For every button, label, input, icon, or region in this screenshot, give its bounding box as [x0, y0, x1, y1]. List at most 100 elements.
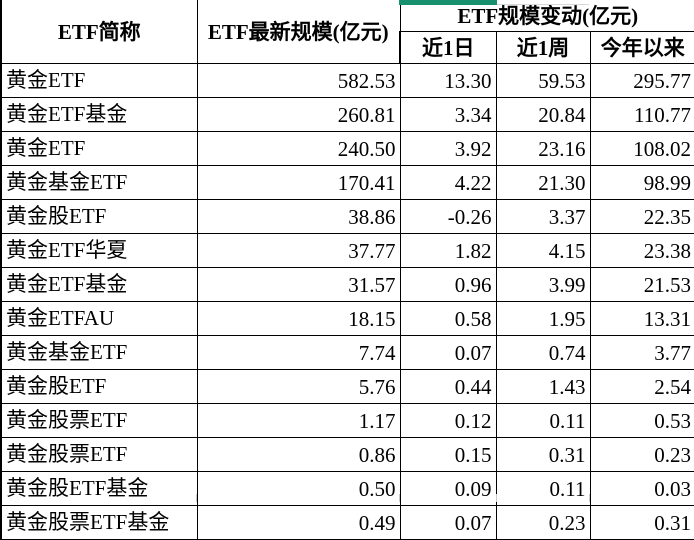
change-ytd-cell[interactable]: 0.23: [589, 436, 694, 472]
header-row-sub: 近1日 近1周 今年以来: [1, 30, 694, 64]
latest-scale-cell[interactable]: 170.41: [196, 164, 401, 200]
header-change-ytd[interactable]: 今年以来: [589, 30, 694, 64]
etf-name-cell[interactable]: 黄金股ETF: [0, 368, 198, 404]
change-1w-cell[interactable]: 4.15: [495, 232, 591, 268]
change-1d-cell[interactable]: 0.12: [399, 402, 497, 438]
etf-name-cell[interactable]: 黄金股票ETF: [0, 436, 198, 472]
change-1w-cell[interactable]: 21.30: [495, 164, 591, 200]
table-row: 黄金ETF华夏 37.77 1.82 4.15 23.38: [0, 232, 694, 268]
change-ytd-cell[interactable]: 3.77: [589, 334, 694, 370]
gridline-stub: [196, 494, 197, 502]
change-1d-cell[interactable]: 0.07: [399, 334, 497, 370]
change-1w-cell[interactable]: 0.23: [495, 504, 591, 540]
latest-scale-cell[interactable]: 37.77: [196, 232, 401, 268]
latest-scale-cell[interactable]: 240.50: [196, 130, 401, 166]
latest-scale-cell[interactable]: 0.49: [196, 504, 401, 540]
latest-scale-cell[interactable]: 18.15: [196, 300, 401, 336]
table-row: 黄金股ETF 5.76 0.44 1.43 2.54: [0, 368, 694, 404]
change-1w-cell[interactable]: 1.95: [495, 300, 591, 336]
change-ytd-cell[interactable]: 108.02: [589, 130, 694, 166]
table-header: ETF简称 ETF最新规模(亿元) ETF规模变动(亿元) 近1日 近1周 今年…: [0, 0, 694, 64]
change-1d-cell[interactable]: 3.34: [399, 96, 497, 132]
change-1d-cell[interactable]: 3.92: [399, 130, 497, 166]
change-1w-cell[interactable]: 23.16: [495, 130, 591, 166]
latest-scale-cell[interactable]: 31.57: [196, 266, 401, 302]
change-1w-cell[interactable]: 59.53: [495, 62, 591, 98]
latest-scale-cell[interactable]: 1.17: [196, 402, 401, 438]
change-ytd-cell[interactable]: 21.53: [589, 266, 694, 302]
table-row: 黄金股票ETF 0.86 0.15 0.31 0.23: [0, 436, 694, 472]
latest-scale-cell[interactable]: 7.74: [196, 334, 401, 370]
change-ytd-cell[interactable]: 13.31: [589, 300, 694, 336]
change-1d-cell[interactable]: 0.96: [399, 266, 497, 302]
change-1w-cell[interactable]: 0.74: [495, 334, 591, 370]
table-row: 黄金股ETF基金 0.50 0.09 0.11 0.03: [0, 470, 694, 506]
etf-name-cell[interactable]: 黄金股票ETF基金: [0, 504, 198, 540]
change-ytd-cell[interactable]: 0.03: [589, 470, 694, 506]
change-ytd-cell[interactable]: 2.54: [589, 368, 694, 404]
etf-name-cell[interactable]: 黄金基金ETF: [0, 164, 198, 200]
latest-scale-cell[interactable]: 0.50: [196, 470, 401, 506]
etf-name-cell[interactable]: 黄金股ETF基金: [0, 470, 198, 506]
change-1d-cell[interactable]: 1.82: [399, 232, 497, 268]
table-row: 黄金股ETF 38.86 -0.26 3.37 22.35: [0, 198, 694, 234]
etf-name-cell[interactable]: 黄金ETF: [0, 130, 198, 166]
etf-name-cell[interactable]: 黄金ETF基金: [0, 266, 198, 302]
change-1w-cell[interactable]: 1.43: [495, 368, 591, 404]
change-1d-cell[interactable]: 0.07: [399, 504, 497, 540]
gridline-stub: [399, 494, 400, 502]
etf-name-cell[interactable]: 黄金ETF华夏: [0, 232, 198, 268]
etf-name-cell[interactable]: 黄金ETF: [0, 62, 198, 98]
change-1d-cell[interactable]: 0.15: [399, 436, 497, 472]
header-latest-scale[interactable]: ETF最新规模(亿元): [196, 0, 401, 64]
table-row: 黄金ETF基金 260.81 3.34 20.84 110.77: [0, 96, 694, 132]
change-1d-cell[interactable]: -0.26: [399, 198, 497, 234]
change-1w-cell[interactable]: 20.84: [495, 96, 591, 132]
change-ytd-cell[interactable]: 23.38: [589, 232, 694, 268]
header-change-1d[interactable]: 近1日: [399, 30, 497, 64]
table-row: 黄金ETF 240.50 3.92 23.16 108.02: [0, 130, 694, 166]
change-1d-cell[interactable]: 13.30: [399, 62, 497, 98]
change-ytd-cell[interactable]: 22.35: [589, 198, 694, 234]
change-1w-cell[interactable]: 0.31: [495, 436, 591, 472]
gridline-stub: [589, 494, 590, 502]
change-1w-cell[interactable]: 0.11: [495, 470, 591, 506]
change-1d-cell[interactable]: 4.22: [399, 164, 497, 200]
top-gridline-stub: [497, 4, 589, 5]
latest-scale-cell[interactable]: 582.53: [196, 62, 401, 98]
change-1d-cell[interactable]: 0.44: [399, 368, 497, 404]
gridline-stub: [496, 494, 497, 502]
change-1w-cell[interactable]: 3.37: [495, 198, 591, 234]
etf-name-cell[interactable]: 黄金股ETF: [0, 198, 198, 234]
change-1d-cell[interactable]: 0.09: [399, 470, 497, 506]
latest-scale-cell[interactable]: 5.76: [196, 368, 401, 404]
header-row-group: ETF简称 ETF最新规模(亿元) ETF规模变动(亿元): [0, 0, 694, 64]
change-ytd-cell[interactable]: 98.99: [589, 164, 694, 200]
header-change-1w[interactable]: 近1周: [495, 30, 591, 64]
table-row: 黄金基金ETF 170.41 4.22 21.30 98.99: [0, 164, 694, 200]
change-1w-cell[interactable]: 3.99: [495, 266, 591, 302]
column-accent-bar: [399, 0, 497, 5]
latest-scale-cell[interactable]: 260.81: [196, 96, 401, 132]
table-row: 黄金股票ETF基金 0.49 0.07 0.23 0.31: [0, 504, 694, 540]
header-etf-name[interactable]: ETF简称: [0, 0, 198, 64]
header-change-group[interactable]: ETF规模变动(亿元): [399, 0, 694, 32]
change-1d-cell[interactable]: 0.58: [399, 300, 497, 336]
table-row: 黄金基金ETF 7.74 0.07 0.74 3.77: [0, 334, 694, 370]
change-1w-cell[interactable]: 0.11: [495, 402, 591, 438]
etf-name-cell[interactable]: 黄金股票ETF: [0, 402, 198, 438]
etf-name-cell[interactable]: 黄金ETFAU: [0, 300, 198, 336]
table-row: 黄金股票ETF 1.17 0.12 0.11 0.53: [0, 402, 694, 438]
etf-name-cell[interactable]: 黄金ETF基金: [0, 96, 198, 132]
change-ytd-cell[interactable]: 110.77: [589, 96, 694, 132]
change-ytd-cell[interactable]: 0.31: [589, 504, 694, 540]
change-ytd-cell[interactable]: 0.53: [589, 402, 694, 438]
latest-scale-cell[interactable]: 38.86: [196, 198, 401, 234]
change-ytd-cell[interactable]: 295.77: [589, 62, 694, 98]
etf-name-cell[interactable]: 黄金基金ETF: [0, 334, 198, 370]
table-row: 黄金ETF 582.53 13.30 59.53 295.77: [0, 62, 694, 98]
latest-scale-cell[interactable]: 0.86: [196, 436, 401, 472]
table-row: 黄金ETFAU 18.15 0.58 1.95 13.31: [0, 300, 694, 336]
